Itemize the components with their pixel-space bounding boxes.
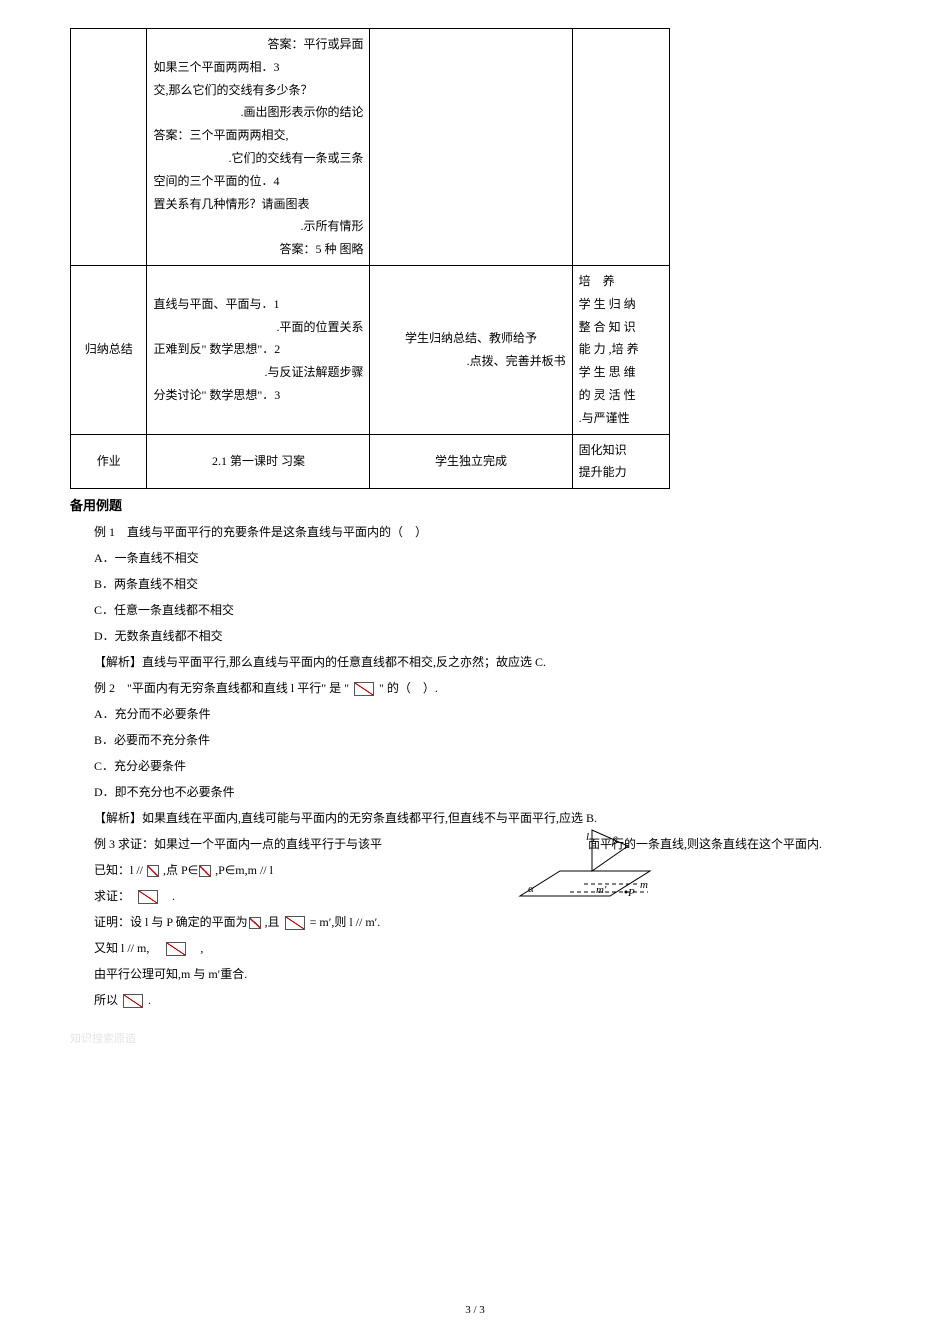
option-a: A．一条直线不相交 <box>70 546 902 570</box>
label-beta: β <box>611 835 618 847</box>
option-b: B．必要而不充分条件 <box>70 728 902 752</box>
known-line: 已知：l // ,点 P∈ ,P∈m,m // l <box>70 858 902 882</box>
table-row: 答案：平行或异面 如果三个平面两两相．3 交,那么它们的交线有多少条？ .画出图… <box>71 29 670 266</box>
so-line: 所以 . <box>70 988 902 1012</box>
cell-content: 学生独立完成 <box>370 434 572 489</box>
cell-label: 归纳总结 <box>71 265 147 434</box>
proof-line: 证明：设 l 与 P 确定的平面为 ,且 = m′,则 l // m′. <box>70 910 902 934</box>
line: 分类讨论" 数学思想"．3 <box>153 384 363 407</box>
line: 正难到反" 数学思想"．2 <box>153 338 363 361</box>
option-d: D．无数条直线都不相交 <box>70 624 902 648</box>
section-heading: 备用例题 <box>70 495 902 514</box>
image-placeholder-icon <box>147 865 159 877</box>
line: .示所有情形 <box>153 215 363 238</box>
ex2-text-a: 例 2 "平面内有无穷条直线都和直线 l 平行" 是 " <box>94 681 352 695</box>
line: 学 生 思 维 <box>579 361 663 384</box>
label-mp: m <box>640 879 648 891</box>
line: .点拨、完善并板书 <box>376 350 565 373</box>
geometry-figure: l β α m′ m P <box>500 826 660 921</box>
line: 学 生 归 纳 <box>579 293 663 316</box>
lesson-table: 答案：平行或异面 如果三个平面两两相．3 交,那么它们的交线有多少条？ .画出图… <box>70 28 670 489</box>
also-a: 又知 l // m, <box>94 941 164 955</box>
line: .平面的位置关系 <box>153 316 363 339</box>
known-b: ,点 P∈ <box>160 863 198 877</box>
example-2: 例 2 "平面内有无穷条直线都和直线 l 平行" 是 " " 的（ ）. <box>70 676 902 700</box>
label-m: m′ <box>596 884 607 896</box>
line: .与反证法解题步骤 <box>153 361 363 384</box>
cell-content: 直线与平面、平面与．1 .平面的位置关系 正难到反" 数学思想"．2 .与反证法… <box>147 265 370 434</box>
image-placeholder-icon <box>138 890 158 904</box>
proof-c: = m′,则 l // m′. <box>307 915 381 929</box>
proof-b: ,且 <box>262 915 283 929</box>
ex2-text-b: " 的（ ）. <box>376 681 438 695</box>
cell-label: 作业 <box>71 434 147 489</box>
known-c: ,P∈m,m // l <box>212 863 273 877</box>
example-3-block: 例 3 求证：如果过一个平面内一点的直线平行于与该平 面平行的一条直线,则这条直… <box>70 832 902 934</box>
line: 能 力 ,培 养 <box>579 338 663 361</box>
image-placeholder-icon <box>199 865 211 877</box>
line: 交,那么它们的交线有多少条？ <box>153 79 363 102</box>
also-b: , <box>188 941 203 955</box>
cell-content: 学生归纳总结、教师给予 .点拨、完善并板书 <box>370 265 572 434</box>
line: 如果三个平面两两相．3 <box>153 56 363 79</box>
answer-2: 【解析】如果直线在平面内,直线可能与平面内的无穷条直线都平行,但直线不与平面平行… <box>70 806 902 830</box>
label-l: l <box>586 831 589 843</box>
option-b: B．两条直线不相交 <box>70 572 902 596</box>
image-placeholder-icon <box>166 942 186 956</box>
line: 学生归纳总结、教师给予 <box>376 327 565 350</box>
line: 固化知识 <box>579 439 663 462</box>
line: 整 合 知 识 <box>579 316 663 339</box>
watermark-text: 知识搜索原造 <box>70 1030 902 1046</box>
option-c: C．任意一条直线都不相交 <box>70 598 902 622</box>
option-a: A．充分而不必要条件 <box>70 702 902 726</box>
image-placeholder-icon <box>123 994 143 1008</box>
point-p <box>625 891 628 894</box>
prove-line: 求证： . <box>70 884 902 908</box>
label-p: P <box>627 887 635 899</box>
line: .与严谨性 <box>579 407 663 430</box>
ex3-a: 例 3 求证：如果过一个平面内一点的直线平行于与该平 <box>94 837 382 851</box>
by-line: 由平行公理可知,m 与 m′重合. <box>70 962 902 986</box>
cell-content: 固化知识 提升能力 <box>572 434 669 489</box>
so-a: 所以 <box>94 993 121 1007</box>
known-a: 已知：l // <box>94 863 146 877</box>
proof-a: 证明：设 l 与 P 确定的平面为 <box>94 915 248 929</box>
cell-empty <box>71 29 147 266</box>
line: 提升能力 <box>579 461 663 484</box>
line: .它们的交线有一条或三条 <box>153 147 363 170</box>
image-placeholder-icon <box>285 916 305 930</box>
line: 答案：三个平面两两相交, <box>153 124 363 147</box>
example-3: 例 3 求证：如果过一个平面内一点的直线平行于与该平 面平行的一条直线,则这条直… <box>70 832 902 856</box>
line: 答案：平行或异面 <box>153 33 363 56</box>
prove-a: 求证： <box>94 889 136 903</box>
line: 答案：5 种 图略 <box>153 238 363 261</box>
cell-content: 2.1 第一课时 习案 <box>147 434 370 489</box>
line: 空间的三个平面的位．4 <box>153 170 363 193</box>
answer-1: 【解析】直线与平面平行,那么直线与平面内的任意直线都不相交,反之亦然；故应选 C… <box>70 650 902 674</box>
table-row: 作业 2.1 第一课时 习案 学生独立完成 固化知识 提升能力 <box>71 434 670 489</box>
line: 的 灵 活 性 <box>579 384 663 407</box>
prove-b: . <box>160 889 175 903</box>
line: .画出图形表示你的结论 <box>153 101 363 124</box>
label-alpha: α <box>528 883 534 895</box>
option-c: C．充分必要条件 <box>70 754 902 778</box>
line: 置关系有几种情形？请画图表 <box>153 193 363 216</box>
table-row: 归纳总结 直线与平面、平面与．1 .平面的位置关系 正难到反" 数学思想"．2 … <box>71 265 670 434</box>
cell-empty <box>572 29 669 266</box>
page-footer: 3 / 3 <box>0 1304 950 1316</box>
image-placeholder-icon <box>249 917 261 929</box>
examples-block: 例 1 直线与平面平行的充要条件是这条直线与平面内的（ ） A．一条直线不相交 … <box>70 520 902 1012</box>
also-line: 又知 l // m, , <box>70 936 902 960</box>
example-1: 例 1 直线与平面平行的充要条件是这条直线与平面内的（ ） <box>70 520 902 544</box>
line: 直线与平面、平面与．1 <box>153 293 363 316</box>
cell-content: 答案：平行或异面 如果三个平面两两相．3 交,那么它们的交线有多少条？ .画出图… <box>147 29 370 266</box>
cell-empty <box>370 29 572 266</box>
cell-content: 培 养 学 生 归 纳 整 合 知 识 能 力 ,培 养 学 生 思 维 的 灵… <box>572 265 669 434</box>
option-d: D．即不充分也不必要条件 <box>70 780 902 804</box>
plane-beta <box>592 830 628 871</box>
image-placeholder-icon <box>354 682 374 696</box>
line: 培 养 <box>579 270 663 293</box>
